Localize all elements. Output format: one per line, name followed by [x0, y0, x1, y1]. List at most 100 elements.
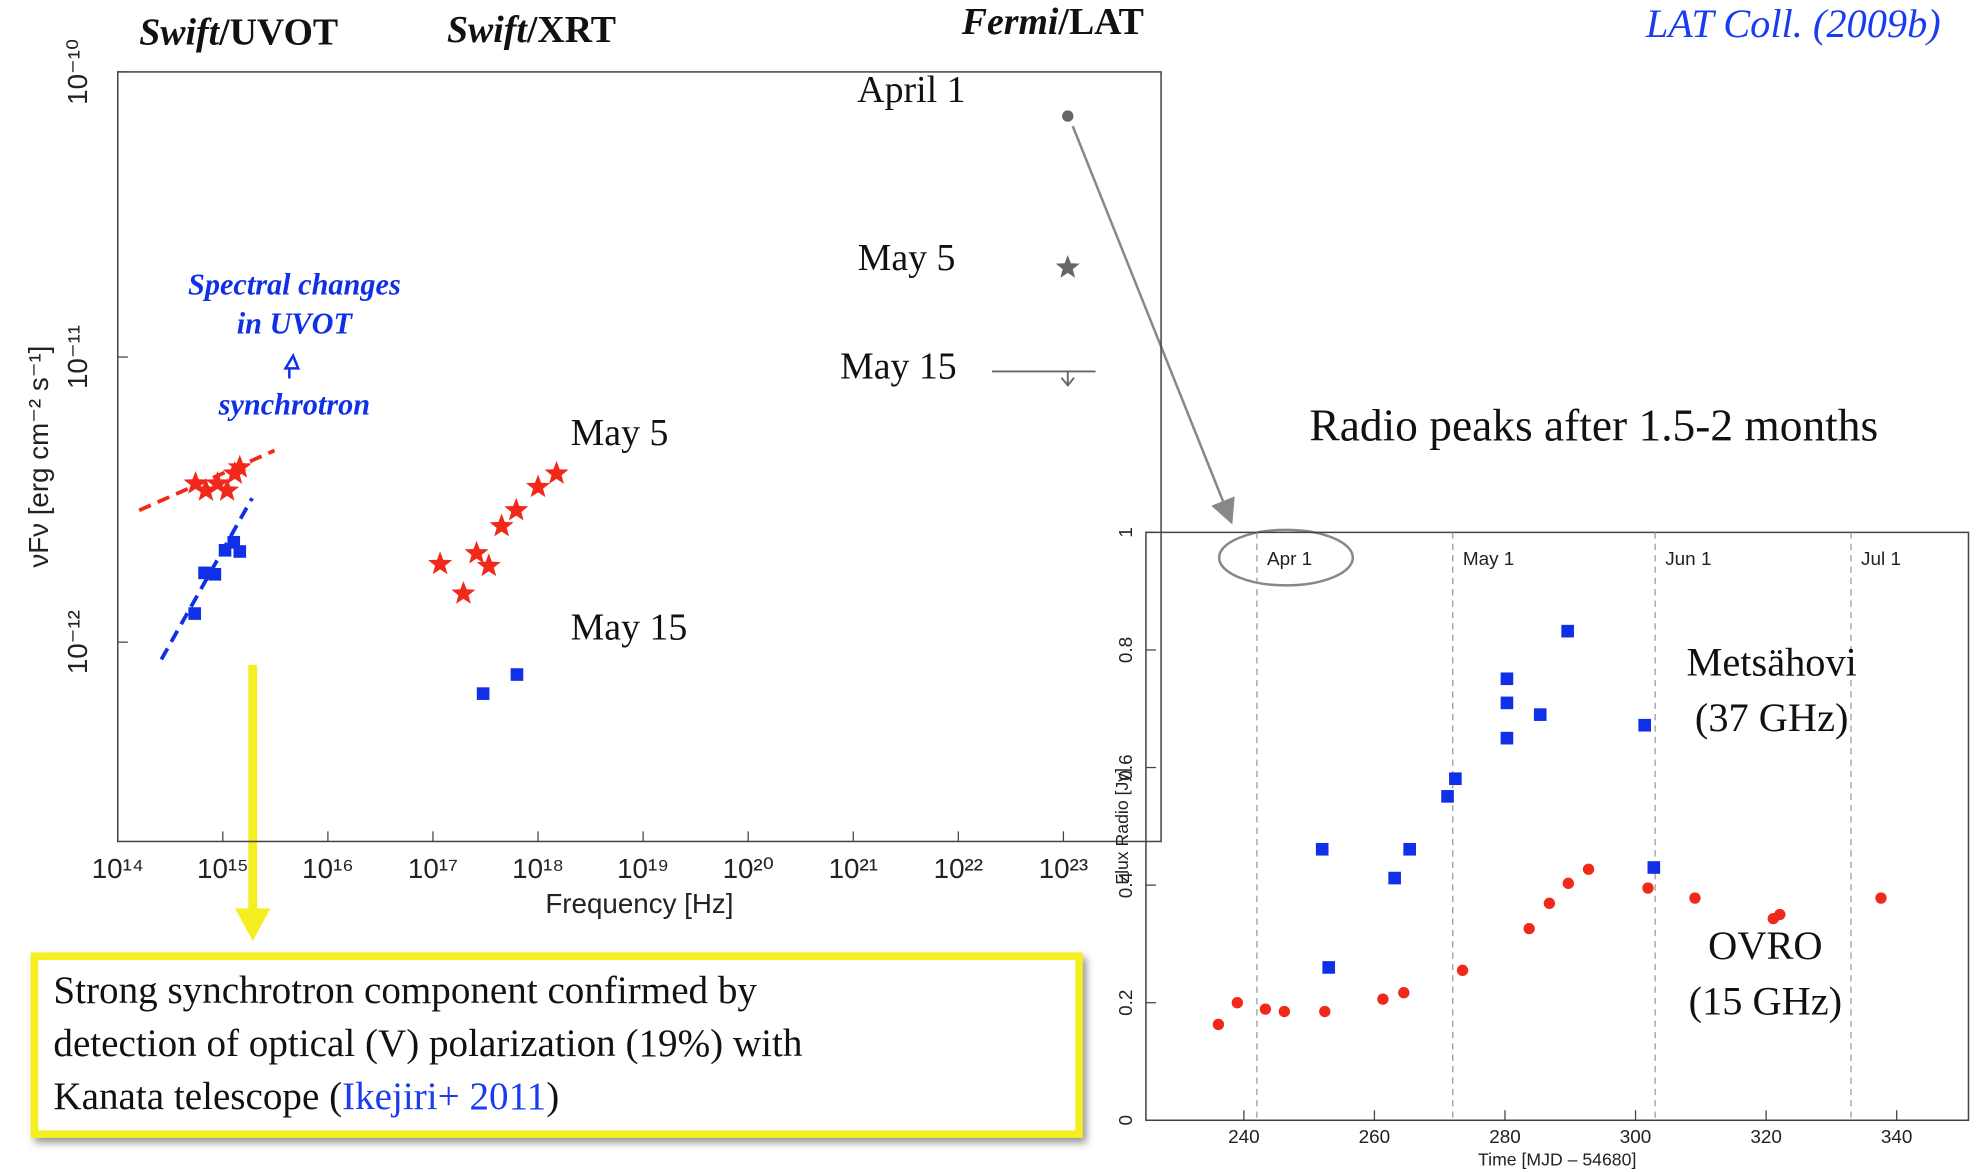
x-tick-label: 10²¹ [829, 853, 878, 884]
month-label: Jun 1 [1665, 549, 1711, 570]
square-point [1500, 672, 1514, 686]
star-point [544, 460, 569, 484]
callout-arrow-head [235, 908, 271, 942]
y-tick-label: 0.2 [1116, 990, 1137, 1016]
square-point [1500, 731, 1514, 745]
x-tick-label: 280 [1489, 1127, 1521, 1148]
star-point [428, 551, 453, 575]
star-point [489, 513, 514, 537]
circle-point [1278, 1005, 1291, 1018]
x-tick-label: 10²² [934, 853, 983, 884]
square-point [1449, 772, 1462, 786]
circle-point [1875, 892, 1887, 904]
month-label: Jul 1 [1861, 549, 1901, 570]
annotation: (15 GHz) [1689, 979, 1843, 1024]
header-plain: /LAT [1057, 1, 1143, 43]
callout-line: Strong synchrotron component confirmed b… [53, 969, 757, 1012]
square-point [1638, 718, 1651, 732]
square-point [188, 607, 202, 620]
y-axis-label: νFν [erg cm⁻² s⁻¹] [23, 346, 54, 568]
star-point [504, 497, 529, 521]
instrument-header: Fermi/LAT [961, 1, 1144, 43]
callout-line: detection of optical (V) polarization (1… [53, 1022, 802, 1065]
x-tick-label: 10¹⁶ [302, 853, 354, 884]
x-tick-label: 10²³ [1039, 853, 1088, 884]
spectral-note: synchrotron [218, 387, 370, 421]
circle-point [1582, 863, 1595, 875]
plot-frame [116, 71, 1162, 843]
instrument-header: Swift/XRT [447, 8, 616, 50]
square-point [476, 687, 490, 700]
header-plain: /XRT [526, 8, 616, 50]
header-italic: Swift [447, 8, 528, 50]
y-tick-label: 0.6 [1116, 754, 1137, 780]
star-point [451, 580, 476, 604]
square-point [1533, 708, 1547, 721]
circle-point [1689, 892, 1701, 904]
header-italic: Swift [139, 11, 220, 53]
circle-point [1562, 877, 1574, 890]
y-axis-label: Flux Radio [Jy] [1112, 768, 1132, 885]
square-point [1388, 871, 1401, 885]
instrument-header: Swift/UVOT [139, 11, 338, 53]
x-tick-label: 340 [1881, 1127, 1913, 1148]
x-tick-label: 10¹⁴ [92, 853, 144, 884]
star-point [215, 478, 240, 501]
pointer-icon [283, 352, 301, 379]
star-point [183, 470, 208, 494]
x-tick-label: 10²⁰ [723, 853, 774, 884]
star-point [476, 553, 501, 577]
callout-end: ) [546, 1075, 559, 1118]
header-italic: Fermi [961, 1, 1059, 43]
circle-point [1259, 1003, 1272, 1015]
y-tick-label: 10⁻¹¹ [62, 325, 93, 389]
star-point [464, 540, 489, 564]
month-label: Apr 1 [1267, 549, 1312, 570]
y-tick-label: 0.4 [1116, 872, 1137, 898]
month-label: May 1 [1463, 549, 1515, 570]
circle-point [1543, 897, 1556, 910]
circle-point [1642, 882, 1654, 894]
y-tick-label: 0.8 [1116, 637, 1137, 663]
star-point [193, 478, 218, 501]
highlight-ellipse [1217, 528, 1355, 587]
x-axis-label: Frequency [Hz] [545, 888, 733, 919]
x-tick-label: 10¹⁵ [197, 853, 249, 884]
x-tick-label: 10¹⁹ [617, 853, 669, 884]
x-tick-label: 10¹⁷ [408, 853, 458, 884]
connector-arrow [1071, 125, 1235, 525]
circle-point [1231, 997, 1244, 1009]
fit-line [138, 448, 276, 513]
plot-frame [1145, 531, 1970, 1122]
circle-point [1523, 922, 1535, 935]
annotation: (37 GHz) [1695, 695, 1849, 740]
star-point [525, 474, 551, 498]
annotation: OVRO [1708, 923, 1822, 968]
circle-point [1456, 964, 1469, 977]
y-tick-label: 0 [1116, 1115, 1137, 1126]
radio-note: Radio peaks after 1.5-2 months [1309, 401, 1878, 451]
spectral-note: Spectral changes [188, 268, 401, 302]
square-point [1315, 842, 1329, 856]
circle-point [1062, 110, 1074, 122]
upper-limit [992, 370, 1096, 387]
star-point [1055, 254, 1080, 278]
square-point [1647, 861, 1661, 874]
annotation: May 5 [571, 412, 669, 454]
square-point [198, 566, 211, 580]
star-point [205, 470, 230, 494]
circle-point [1377, 993, 1389, 1005]
annotation: April 1 [857, 69, 965, 111]
annotation: May 5 [858, 237, 956, 279]
x-tick-label: 10¹⁸ [512, 853, 564, 884]
x-tick-label: 320 [1750, 1127, 1782, 1148]
x-axis-label: Time [MJD – 54680] [1478, 1149, 1636, 1169]
circle-point [1774, 908, 1786, 921]
circle-point [1319, 1005, 1331, 1018]
x-tick-label: 240 [1228, 1127, 1260, 1148]
spectral-note: in UVOT [237, 307, 354, 341]
annotation: May 15 [840, 345, 957, 387]
square-point [233, 545, 247, 558]
callout-link[interactable]: Ikejiri+ 2011 [342, 1075, 546, 1118]
